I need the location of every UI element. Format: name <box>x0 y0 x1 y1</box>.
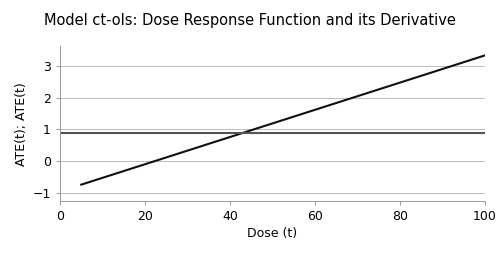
Y-axis label: ATE(t); ATE(t): ATE(t); ATE(t) <box>16 82 28 166</box>
X-axis label: Dose (t): Dose (t) <box>248 228 298 240</box>
Text: Model ct-ols: Dose Response Function and its Derivative: Model ct-ols: Dose Response Function and… <box>44 13 456 28</box>
